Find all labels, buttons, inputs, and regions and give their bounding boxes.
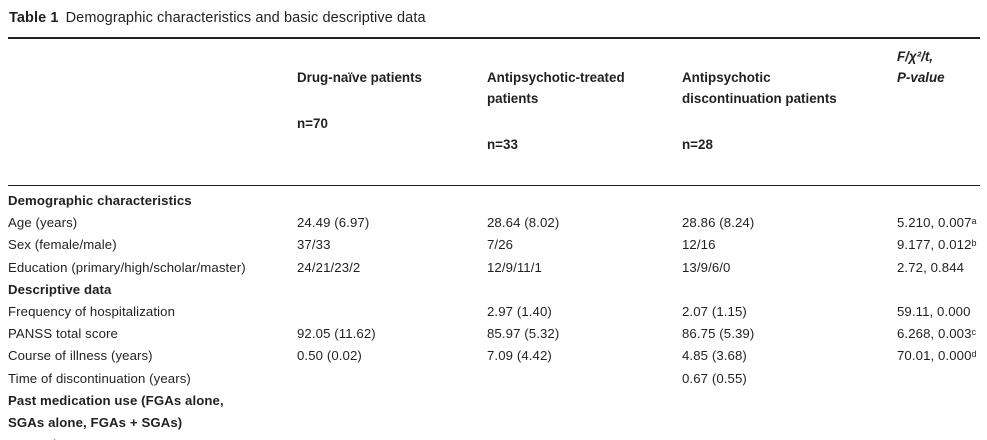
value-cell: 0 — [487, 434, 682, 440]
value-cell: 6.268, 0.003ᶜ — [897, 326, 977, 342]
value-cell: 24/21/23/2 — [297, 259, 361, 275]
value-cell: 86.75 (5.39) — [682, 326, 755, 342]
table-body: Demographic characteristics Age (years) 24… — [8, 186, 980, 440]
value-cell: 92.05 (11.62) — [297, 326, 376, 342]
section-label: Past medication use (FGAs alone, SGAs al… — [8, 392, 224, 431]
row-label-column-header — [8, 38, 297, 186]
column-header-name: Drug-naïve patients — [297, 70, 423, 85]
column-header-n: n=33 — [487, 137, 518, 152]
value-cell — [897, 434, 980, 440]
value-cell: 2.72, 0.844 — [897, 259, 965, 275]
table-title-label: Table 1 — [9, 10, 59, 26]
value-cell — [297, 301, 487, 323]
value-cell — [487, 368, 682, 390]
column-header-name: Antipsychotic discontinuation patients — [682, 70, 837, 106]
value-cell — [682, 390, 897, 434]
table-row: PANSS total score 92.05 (11.62) 85.97 (5.3… — [8, 323, 980, 345]
row-label: Course of illness (years) — [8, 348, 153, 364]
value-cell: 2.07 (1.15) — [682, 304, 747, 320]
table-row: Past medication use (FGAs alone, SGAs al… — [8, 390, 980, 434]
value-cell: 0.50 (0.02) — [297, 348, 362, 364]
row-label: Sex (female/male) — [8, 237, 117, 253]
column-header-n: n=28 — [682, 137, 713, 152]
value-cell — [682, 279, 897, 301]
value-cell — [897, 279, 980, 301]
table-row: Sex (female/male) 37/33 7/26 12/16 9.177, 0.… — [8, 234, 980, 256]
value-cell: 37/33 — [297, 237, 331, 253]
table-row: Frequency of hospitalization 2.97 (1.40) 2… — [8, 301, 980, 323]
table-row: Descriptive data — [8, 279, 980, 301]
table-row: Course of illness (years) 0.50 (0.02) 7.09… — [8, 345, 980, 367]
value-cell: 9.177, 0.012ᵇ — [897, 237, 977, 253]
value-cell: 2.97 (1.40) — [487, 304, 552, 320]
value-cell — [297, 368, 487, 390]
value-cell: 0.67 (0.55) — [682, 370, 747, 386]
table-row: Age (years) 24.49 (6.97) 28.64 (8.02) 28.86… — [8, 212, 980, 234]
row-label: FGAs alone — [8, 434, 297, 440]
value-cell — [487, 279, 682, 301]
value-cell: 12/16 — [682, 237, 716, 253]
row-label: Education (primary/high/scholar/master) — [8, 259, 246, 275]
value-cell — [897, 368, 980, 390]
section-label: Descriptive data — [8, 281, 112, 297]
header-row: Drug-naïve patients n=70 Antipsychotic-t… — [8, 38, 980, 186]
value-cell: 13/9/6/0 — [682, 259, 731, 275]
value-cell: 28.86 (8.24) — [682, 215, 755, 231]
value-cell: 59.11, 0.000 — [897, 304, 971, 320]
value-cell — [897, 390, 980, 434]
column-header-drug-naive: Drug-naïve patients n=70 — [297, 38, 487, 186]
value-cell — [682, 186, 897, 213]
value-cell: 3 — [682, 434, 897, 440]
table-row: FGAs alone 03 — [8, 434, 980, 440]
column-header-statistics: F/χ²/t, P-value — [897, 38, 980, 186]
column-header-antipsychotic-discontinuation: Antipsychotic discontinuation patients n… — [682, 38, 897, 186]
row-label: PANSS total score — [8, 326, 118, 342]
value-cell — [487, 186, 682, 213]
value-cell: 70.01, 0.000ᵈ — [897, 348, 977, 364]
value-cell: 24.49 (6.97) — [297, 215, 370, 231]
section-label: Demographic characteristics — [8, 193, 192, 208]
column-header-n: n=70 — [297, 116, 328, 131]
table-title-text: Demographic characteristics and basic de… — [65, 10, 426, 26]
table-row: Education (primary/high/scholar/master) 2… — [8, 257, 980, 279]
value-cell: 28.64 (8.02) — [487, 215, 560, 231]
row-label: Frequency of hospitalization — [8, 304, 176, 320]
table-header: Drug-naïve patients n=70 Antipsychotic-t… — [8, 38, 980, 186]
value-cell — [487, 390, 682, 434]
value-cell — [297, 186, 487, 213]
value-cell — [297, 279, 487, 301]
table-title: Table 1 Demographic characteristics and b… — [9, 9, 980, 28]
value-cell — [297, 390, 487, 434]
value-cell: 7/26 — [487, 237, 514, 253]
value-cell — [297, 434, 487, 440]
value-cell — [897, 186, 980, 213]
column-header-antipsychotic-treated: Antipsychotic-treated patients n=33 — [487, 38, 682, 186]
row-label: Time of discontinuation (years) — [8, 370, 191, 386]
table-row: Demographic characteristics — [8, 186, 980, 213]
value-cell: 5.210, 0.007ᵃ — [897, 215, 977, 231]
table-row: Time of discontinuation (years) 0.67 (0.5… — [8, 368, 980, 390]
row-label: Age (years) — [8, 215, 78, 231]
value-cell: 4.85 (3.68) — [682, 348, 747, 364]
column-header-name: Antipsychotic-treated patients — [487, 70, 625, 106]
value-cell: 12/9/11/1 — [487, 259, 542, 275]
value-cell: 85.97 (5.32) — [487, 326, 560, 342]
demographics-table: Drug-naïve patients n=70 Antipsychotic-t… — [8, 37, 980, 440]
value-cell: 7.09 (4.42) — [487, 348, 552, 364]
